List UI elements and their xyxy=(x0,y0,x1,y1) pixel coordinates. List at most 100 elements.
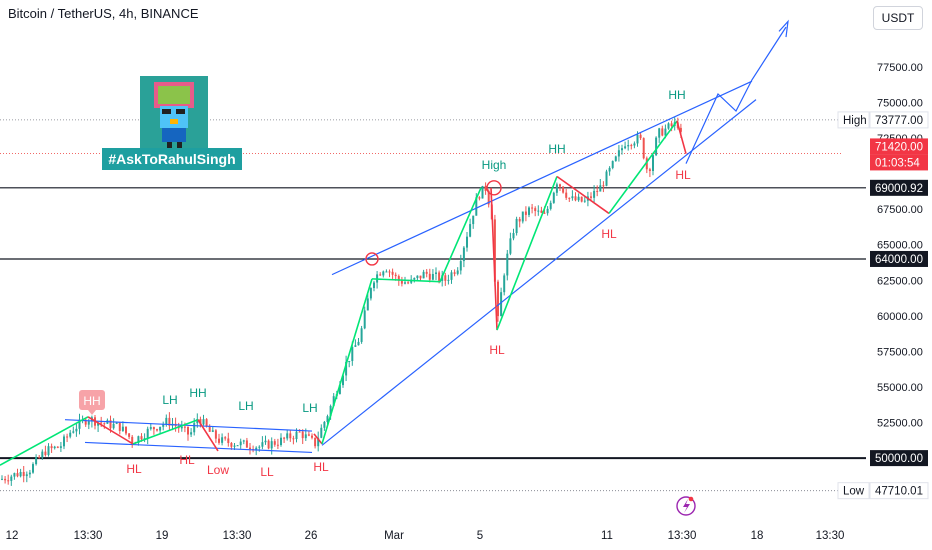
candle-body xyxy=(112,423,115,429)
candle-body xyxy=(143,438,146,440)
rising-wedge-lower[interactable] xyxy=(321,99,757,446)
swing-leg[interactable] xyxy=(321,278,373,445)
candle-body xyxy=(400,280,403,284)
candle-body xyxy=(605,171,608,186)
candle-body xyxy=(667,123,670,129)
swing-tag-box xyxy=(79,390,105,410)
candle-body xyxy=(22,472,25,477)
candlestick-series xyxy=(1,117,682,486)
candle-body xyxy=(190,432,193,435)
candle-body xyxy=(283,437,286,439)
candle-body xyxy=(382,271,385,276)
candle-body xyxy=(534,208,537,212)
candle-body xyxy=(518,218,521,222)
candle-body xyxy=(466,236,468,248)
candle-body xyxy=(109,420,112,429)
lightning-icon[interactable] xyxy=(676,496,696,516)
candle-body xyxy=(472,215,475,225)
candle-body xyxy=(608,167,611,172)
price-tick-label: 77500.00 xyxy=(877,62,923,74)
candle-body xyxy=(549,202,552,209)
candle-body xyxy=(59,446,62,448)
candle-body xyxy=(565,192,568,198)
candle-body xyxy=(531,207,534,209)
swing-leg[interactable] xyxy=(496,176,558,331)
candle-body xyxy=(249,447,251,450)
candle-body xyxy=(236,445,239,447)
descending-channel-lower[interactable] xyxy=(84,441,313,454)
candle-body xyxy=(289,433,292,439)
price-label-value: 73777.00 xyxy=(875,115,923,127)
trend-drawings xyxy=(0,19,789,466)
swing-leg[interactable] xyxy=(676,120,687,154)
price-label-value: 71420.00 xyxy=(875,141,923,153)
candle-body xyxy=(261,442,264,447)
candle-body xyxy=(630,145,633,147)
candle-body xyxy=(540,210,543,213)
price-label-box xyxy=(870,138,928,155)
candle-body xyxy=(422,271,425,279)
price-tick-label: 55000.00 xyxy=(877,382,923,394)
swing-leg[interactable] xyxy=(197,419,219,452)
swing-leg[interactable] xyxy=(371,187,482,283)
candle-body xyxy=(320,427,323,438)
candle-body xyxy=(131,436,134,443)
swing-label: HH xyxy=(189,386,206,400)
candle-body xyxy=(19,472,22,477)
candle-body xyxy=(583,200,586,202)
price-axis[interactable]: 77500.0075000.0072500.0067500.0065000.00… xyxy=(837,62,929,500)
swing-label: HL xyxy=(601,227,617,241)
candle-body xyxy=(180,426,183,429)
candle-body xyxy=(373,282,375,289)
currency-selector-button[interactable]: USDT xyxy=(873,6,923,30)
candle-body xyxy=(168,417,171,426)
candle-body xyxy=(140,436,143,440)
candle-body xyxy=(311,435,313,438)
descending-channel-upper[interactable] xyxy=(64,419,313,432)
swing-leg[interactable] xyxy=(556,175,610,215)
price-label-value: 50000.00 xyxy=(875,453,923,465)
author-badge: #AskToRahulSingh xyxy=(102,76,242,170)
avatar xyxy=(140,76,208,148)
candle-body xyxy=(621,148,623,151)
candle-body xyxy=(360,328,363,342)
candle-body xyxy=(4,478,7,481)
price-label-value: 47710.01 xyxy=(875,486,923,498)
pivot-circle[interactable] xyxy=(486,180,502,196)
swing-leg[interactable] xyxy=(608,120,678,214)
price-tick-label: 65000.00 xyxy=(877,240,923,252)
candle-body xyxy=(35,457,38,465)
price-tick-label: 52500.00 xyxy=(877,418,923,430)
candle-body xyxy=(487,190,490,205)
swing-leg[interactable] xyxy=(87,416,134,445)
swing-label: LH xyxy=(238,399,253,413)
candle-body xyxy=(87,421,90,425)
pivot-circle[interactable] xyxy=(365,252,379,266)
candle-body xyxy=(28,472,31,475)
candle-body xyxy=(366,298,369,311)
rising-wedge-upper[interactable] xyxy=(331,80,753,276)
projection-path[interactable] xyxy=(685,26,787,164)
swing-leg[interactable] xyxy=(0,416,89,466)
candle-body xyxy=(121,426,124,431)
candle-body xyxy=(655,137,658,156)
price-tick-label: 62500.00 xyxy=(877,275,923,287)
swing-leg[interactable] xyxy=(490,187,498,331)
candle-body xyxy=(196,419,199,424)
swing-label: Low xyxy=(207,463,229,477)
candle-body xyxy=(338,385,341,394)
swing-leg[interactable] xyxy=(132,418,199,445)
time-tick-label: 12 xyxy=(6,530,19,542)
candle-body xyxy=(301,431,304,439)
arrow-head-icon xyxy=(778,19,789,38)
time-axis[interactable]: 12 13:30 19 13:30 26 Mar 5 11 13:30 18 13:30 xyxy=(6,530,845,542)
swing-leg[interactable] xyxy=(313,433,323,445)
candle-body xyxy=(397,276,400,281)
candle-body xyxy=(484,185,487,191)
time-tick-label: 26 xyxy=(305,530,318,542)
candle-body xyxy=(329,405,332,417)
price-tick-label: 67500.00 xyxy=(877,204,923,216)
candle-body xyxy=(497,281,499,317)
candle-body xyxy=(218,438,220,443)
